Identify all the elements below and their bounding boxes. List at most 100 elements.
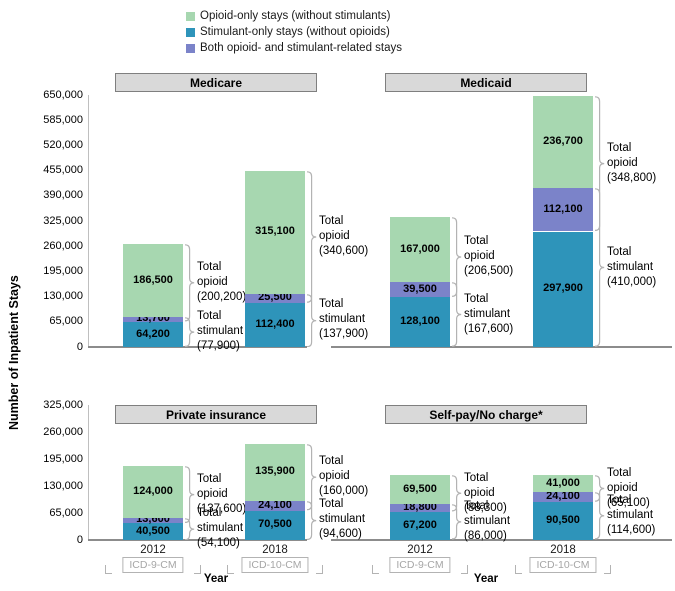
bracket	[184, 244, 195, 322]
annotation-line: Total	[464, 235, 489, 248]
total-annotation-total-stimulant: Total stimulant (410,000)	[607, 245, 656, 290]
annotation-total-value: (94,600)	[319, 528, 362, 541]
bar-segment-stimulant-only	[245, 510, 305, 540]
x-tick-year: 2012	[140, 544, 166, 556]
x-tick-year: 2018	[550, 544, 576, 556]
x-axis-line	[331, 346, 672, 348]
legend: Opioid-only stays (without stimulants) S…	[186, 8, 402, 56]
bar-segment-both	[245, 500, 305, 511]
bar-value-label: 186,500	[133, 273, 173, 286]
total-annotation-total-opioid: Total opioid (200,200)	[197, 260, 246, 305]
icd-code-box: ICD-9-CM	[389, 557, 451, 573]
bar-segment-stimulant-only	[123, 322, 183, 347]
total-annotation-total-opioid: Total opioid (65,100)	[607, 466, 650, 511]
both-swatch-icon	[186, 43, 195, 53]
bar-segment-stimulant-only	[123, 523, 183, 540]
bracket	[594, 492, 605, 540]
annotation-line: opioid	[464, 250, 495, 263]
bar-segment-both	[123, 517, 183, 524]
x-axis-title: Year	[473, 573, 499, 585]
icd-code-box: ICD-9-CM	[122, 557, 184, 573]
total-annotation-total-opioid: Total opioid (206,500)	[464, 234, 513, 279]
total-annotation-total-opioid: Total opioid (137,600)	[197, 472, 246, 517]
annotation-total-value: (160,000)	[319, 485, 369, 498]
annotation-total-value: (200,200)	[197, 291, 247, 304]
annotation-line: Total	[319, 298, 344, 311]
annotation-total-value: (167,600)	[464, 322, 514, 335]
stimulant-only-swatch-icon	[186, 27, 195, 37]
icd-bracket-left	[515, 565, 522, 574]
bar-value-label: 69,500	[403, 482, 437, 495]
annotation-total-value: (65,100)	[607, 496, 650, 509]
annotation-total-value: (114,600)	[607, 524, 656, 537]
bracket	[306, 293, 317, 347]
icd-bracket-left	[105, 565, 112, 574]
bar-value-label: 128,100	[400, 315, 440, 328]
bar-segment-opioid-only	[123, 466, 183, 518]
icd-code-group: ICD-10-CM	[227, 557, 323, 575]
icd-bracket-right	[604, 565, 611, 574]
annotation-line: opioid	[464, 486, 495, 499]
total-annotation-total-opioid: Total opioid (348,800)	[607, 141, 656, 186]
annotation-line: Total	[607, 494, 632, 507]
bar-value-label: 24,100	[258, 498, 292, 511]
bracket	[184, 316, 195, 347]
annotation-line: stimulant	[319, 513, 366, 526]
bar-segment-opioid-only	[533, 96, 593, 189]
annotation-line: Total	[464, 500, 489, 513]
annotation-line: stimulant	[607, 260, 654, 273]
total-annotation-total-stimulant: Total stimulant (86,000)	[464, 499, 510, 544]
bracket	[184, 517, 195, 540]
icd-code-group: ICD-9-CM	[372, 557, 468, 575]
bar-value-label: 24,100	[546, 490, 580, 503]
y-tick-label: 65,000	[49, 506, 83, 519]
annotation-line: stimulant	[197, 521, 244, 534]
total-annotation-total-opioid: Total opioid (88,300)	[464, 471, 507, 516]
bar-value-label: 40,500	[136, 524, 170, 537]
bar-segment-both	[390, 282, 450, 298]
bar-segment-opioid-only	[245, 444, 305, 501]
bar-segment-stimulant-only	[390, 512, 450, 540]
annotation-line: Total	[464, 471, 489, 484]
total-annotation-total-opioid: Total opioid (340,600)	[319, 214, 368, 259]
y-tick-label: 260,000	[43, 425, 83, 438]
annotation-line: opioid	[607, 481, 638, 494]
x-axis-title: Year	[203, 573, 229, 585]
panel-header-medicaid: Medicaid	[385, 73, 587, 92]
bracket	[306, 500, 317, 540]
bar-segment-stimulant-only	[390, 297, 450, 347]
bar-value-label: 315,100	[255, 225, 295, 238]
annotation-line: Total	[319, 215, 344, 228]
icd-code-group: ICD-10-CM	[515, 557, 611, 575]
legend-label: Opioid-only stays (without stimulants)	[200, 10, 391, 22]
annotation-line: opioid	[319, 230, 350, 243]
y-tick-label: 585,000	[43, 113, 83, 126]
bar-segment-stimulant-only	[533, 231, 593, 347]
legend-item-both: Both opioid- and stimulant-related stays	[186, 40, 402, 56]
bracket	[184, 466, 195, 524]
bar-segment-both	[123, 316, 183, 323]
y-tick-label: 260,000	[43, 239, 83, 252]
annotation-line: stimulant	[319, 313, 366, 326]
total-annotation-total-stimulant: Total stimulant (94,600)	[319, 497, 365, 542]
icd-code-box: ICD-10-CM	[529, 557, 597, 573]
bar-value-label: 236,700	[543, 135, 583, 148]
x-axis-line	[331, 539, 672, 541]
y-tick-label: 520,000	[43, 138, 83, 151]
bar-segment-opioid-only	[390, 217, 450, 282]
annotation-total-value: (206,500)	[464, 265, 514, 278]
y-tick-label: 325,000	[43, 398, 83, 411]
bar-segment-stimulant-only	[245, 303, 305, 347]
y-axis-line	[88, 95, 89, 348]
annotation-line: Total	[607, 141, 632, 154]
bar-segment-opioid-only	[533, 475, 593, 493]
annotation-total-value: (340,600)	[319, 245, 369, 258]
annotation-total-value: (137,600)	[197, 502, 247, 515]
annotation-line: opioid	[197, 487, 228, 500]
icd-bracket-right	[194, 565, 201, 574]
panel-header-self-pay-no-charge: Self-pay/No charge*	[385, 405, 587, 424]
total-annotation-total-opioid: Total opioid (160,000)	[319, 454, 368, 499]
legend-label: Both opioid- and stimulant-related stays	[200, 42, 402, 54]
x-tick-year: 2012	[407, 544, 433, 556]
